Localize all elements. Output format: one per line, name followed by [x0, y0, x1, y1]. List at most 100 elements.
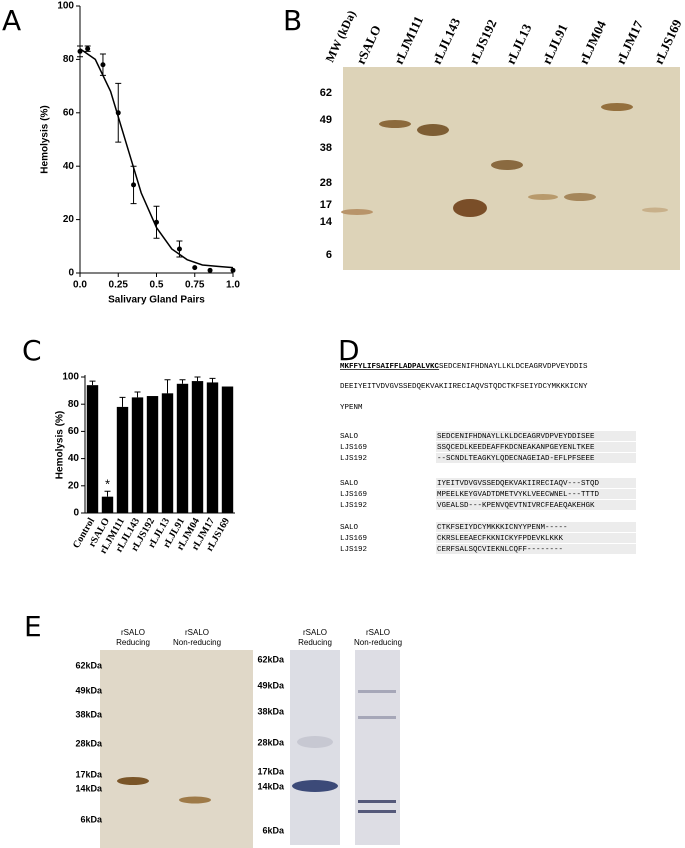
marker-label: 14kDa	[257, 781, 285, 791]
error-bar	[164, 379, 171, 394]
sequence-name: SALO	[340, 480, 359, 488]
bar	[101, 496, 114, 513]
y-axis-label: Hemolysis (%)	[55, 411, 66, 479]
x-tick-label: 0.25	[109, 280, 129, 291]
sequence-line: MKFFYLIFSAIFFLADPALVKCSEDCENIFHDNAYLLKLD…	[340, 363, 588, 371]
marker-label: 62	[320, 87, 332, 99]
data-point	[131, 182, 137, 188]
bar	[161, 393, 174, 513]
marker-label: 28kDa	[257, 737, 285, 747]
bar	[86, 385, 99, 513]
lane-label: rLJS192	[466, 17, 500, 67]
lane-label: Non-reducing	[173, 638, 221, 647]
band	[292, 780, 338, 792]
panel-label: D	[338, 334, 360, 367]
band	[358, 716, 396, 719]
lane-label: Reducing	[298, 638, 332, 647]
y-tick-label: 0	[68, 268, 74, 279]
marker-label: 38kDa	[257, 706, 285, 716]
marker-label: 17	[320, 199, 332, 211]
bar	[221, 386, 234, 513]
bar	[131, 397, 144, 513]
aligned-sequence: CKRSLEEAECFKKNICKYFPDEVKLKKK	[437, 535, 564, 543]
lane-label: rLJL13	[503, 21, 535, 66]
data-point	[77, 48, 83, 54]
alignment-shade	[436, 533, 636, 543]
error-bar	[119, 396, 126, 407]
y-axis-label: Hemolysis (%)	[40, 105, 51, 173]
band	[358, 690, 396, 693]
y-tick-label: 20	[63, 214, 75, 225]
bar	[191, 381, 204, 513]
band	[358, 800, 396, 803]
lane-label: rSALO	[303, 628, 327, 637]
y-tick-label: 0	[73, 508, 79, 519]
aligned-sequence: SEDCENIFHDNAYLLKLDCEAGRVDPVEYDDISEE	[437, 433, 595, 441]
data-point	[176, 246, 182, 252]
marker-label: 6kDa	[262, 825, 285, 835]
error-bar	[179, 379, 186, 384]
marker-label: 49	[320, 114, 332, 126]
marker-label: 17kDa	[75, 769, 103, 779]
lane-label: rSALO	[353, 23, 384, 67]
aligned-sequence: --SCNDLTEAGKYLQDECNAGEIAD-EFLPFSEEE	[437, 455, 595, 463]
lane-label: rLJM17	[613, 18, 646, 67]
band	[564, 193, 596, 201]
sequence-name: LJS169	[340, 535, 367, 543]
y-tick-label: 20	[68, 480, 80, 491]
aligned-sequence: CTKFSEIYDCYMKKKICNYYPENM-----	[437, 524, 568, 532]
band	[601, 103, 633, 111]
bar	[176, 383, 189, 513]
x-tick-label: 0.5	[150, 280, 164, 291]
y-tick-label: 80	[63, 54, 75, 65]
marker-label: 6kDa	[80, 814, 103, 824]
aligned-sequence: VGEALSD---KPENVQEVTNIVRCFEAEQAKEHGK	[437, 502, 595, 510]
data-point	[207, 267, 213, 273]
sequence-name: SALO	[340, 524, 359, 532]
alignment-shade	[436, 478, 636, 488]
band	[117, 777, 149, 785]
y-tick-label: 80	[68, 399, 80, 410]
bar	[116, 406, 129, 513]
marker-label: 38	[320, 142, 332, 154]
sequence-name: SALO	[340, 433, 359, 441]
bands	[341, 103, 668, 217]
marker-label: 49kDa	[75, 685, 103, 695]
alignment-shade	[436, 489, 636, 499]
sequence-name: LJS192	[340, 546, 367, 554]
data-point	[115, 110, 121, 116]
alignment-shade	[436, 522, 636, 532]
sequence-name: LJS192	[340, 455, 367, 463]
lane-label: Reducing	[116, 638, 150, 647]
marker-label: 28kDa	[75, 738, 103, 748]
alignment-shade	[436, 544, 636, 554]
error-bar	[89, 380, 96, 386]
marker-label: 28	[320, 177, 332, 189]
band	[379, 120, 411, 128]
panel-label: E	[24, 610, 42, 643]
error-bar	[104, 490, 111, 497]
panel-label: B	[283, 4, 302, 37]
sequence-text: SEDCENIFHDNAYLLKLDCEAGRVDPVEYDDIS	[439, 363, 588, 371]
lane-label: rLJL143	[429, 15, 464, 66]
band	[417, 124, 449, 136]
alignment-shade	[436, 442, 636, 452]
marker-label: 14kDa	[75, 783, 103, 793]
sequence-name: LJS169	[340, 444, 367, 452]
gel-strip	[355, 650, 400, 845]
marker-label: 6	[326, 249, 332, 261]
y-tick-label: 40	[68, 453, 80, 464]
y-tick-label: 100	[57, 1, 74, 12]
lane-label: rLJL91	[539, 22, 571, 67]
lane-label: rLJM04	[576, 18, 609, 67]
data-point	[230, 267, 236, 273]
data-point	[192, 265, 198, 271]
alignment-shade	[436, 431, 636, 441]
band	[341, 209, 373, 215]
lane-label: rSALO	[185, 628, 209, 637]
sequence-name: LJS192	[340, 502, 367, 510]
lane-label: rLJS169	[651, 17, 685, 67]
annotation: *	[105, 477, 110, 492]
sequence-name: LJS169	[340, 491, 367, 499]
x-tick-label: 0.75	[185, 280, 205, 291]
